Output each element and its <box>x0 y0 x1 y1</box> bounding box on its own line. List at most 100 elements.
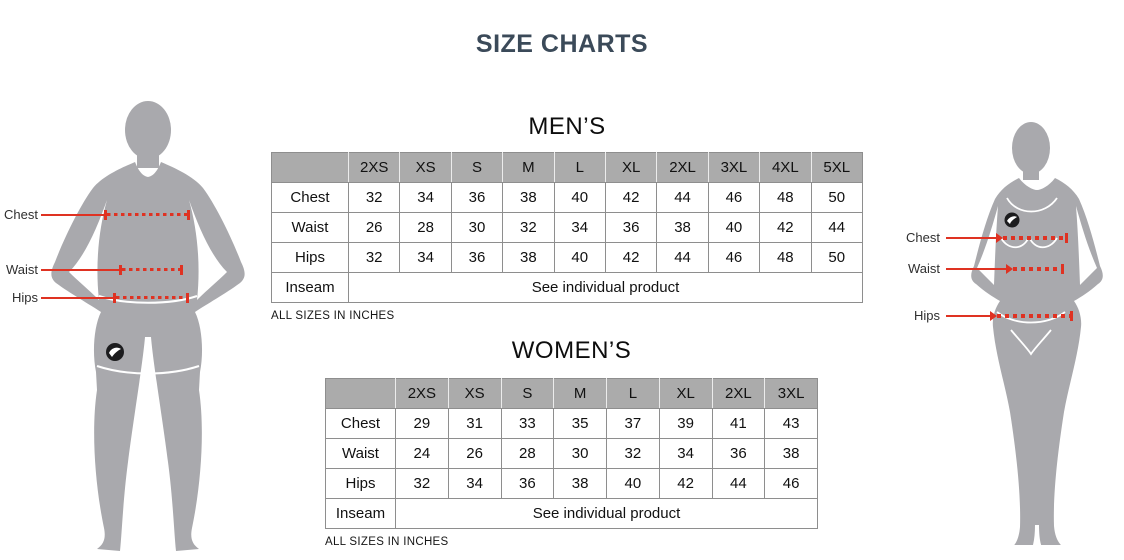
size-value-cell: 36 <box>604 212 658 243</box>
womens-units-note: ALL SIZES IN INCHES <box>325 536 449 548</box>
size-value-cell: 38 <box>656 212 709 243</box>
table-row: Waist 24 26 28 30 32 34 36 38 <box>325 438 818 469</box>
measure-tick <box>113 292 116 303</box>
size-column-header: M <box>553 378 607 409</box>
measure-line <box>946 267 1006 270</box>
brand-logo-icon <box>106 343 124 361</box>
size-value-cell: 40 <box>553 242 606 273</box>
measure-dotted-line <box>107 213 187 216</box>
row-label: Hips <box>325 468 396 499</box>
female-hips-label: Hips <box>913 308 940 323</box>
size-column-header: S <box>450 152 503 183</box>
female-figure <box>965 120 1110 545</box>
size-column-header: 2XL <box>711 378 765 409</box>
size-column-header: 3XL <box>764 378 818 409</box>
row-label: Waist <box>325 438 396 469</box>
size-value-cell: 26 <box>347 212 401 243</box>
size-column-header: XS <box>447 378 501 409</box>
table-row: Waist 26 28 30 32 34 36 38 40 42 44 <box>271 212 864 243</box>
female-chest-measure: Chest <box>903 230 1068 245</box>
male-hips-measure: Hips <box>2 290 189 305</box>
size-value-cell: 34 <box>553 212 606 243</box>
size-value-cell: 39 <box>658 408 713 439</box>
size-column-header: 4XL <box>759 152 812 183</box>
size-value-cell: 37 <box>606 408 660 439</box>
size-value-cell: 32 <box>502 212 555 243</box>
size-value-cell: 32 <box>347 242 401 273</box>
size-value-cell: 35 <box>553 408 607 439</box>
size-value-cell: 36 <box>450 242 504 273</box>
spanning-value-cell: See individual product <box>348 272 863 303</box>
size-value-cell: 28 <box>500 438 555 469</box>
size-value-cell: 50 <box>810 182 864 213</box>
size-value-cell: 28 <box>399 212 452 243</box>
size-value-cell: 34 <box>399 242 452 273</box>
table-row: Hips 32 34 36 38 40 42 44 46 <box>325 468 818 499</box>
table-row: Inseam See individual product <box>325 498 818 529</box>
size-column-header: XL <box>658 378 712 409</box>
size-value-cell: 36 <box>500 468 555 499</box>
page-title: SIZE CHARTS <box>475 30 649 58</box>
size-value-cell: 38 <box>764 438 818 469</box>
measure-tick <box>104 209 107 220</box>
measure-dotted-line <box>1013 266 1061 271</box>
size-value-cell: 33 <box>500 408 555 439</box>
mens-size-table: 2XS XS S M L XL 2XL 3XL 4XL 5XL Chest 32 34 36 38 40 42 4… <box>271 152 864 303</box>
mens-section: MEN’S 2XS XS S M L XL 2XL 3XL 4XL 5XL Chest 32 34 36 3… <box>271 112 864 322</box>
size-value-cell: 32 <box>395 468 449 499</box>
womens-size-table-container: 2XS XS S M L XL 2XL 3XL Chest 29 31 33 35 37 39 41 43 Wai… <box>325 378 818 529</box>
measure-tick <box>1070 310 1073 321</box>
measure-tick <box>187 209 190 220</box>
womens-section-title: WOMEN’S <box>511 337 632 364</box>
size-value-cell: 24 <box>395 438 449 469</box>
size-value-cell: 44 <box>711 468 766 499</box>
measure-tick <box>1065 232 1068 243</box>
measure-tick <box>1061 263 1064 274</box>
size-value-cell: 44 <box>810 212 864 243</box>
male-waist-label: Waist <box>5 262 38 277</box>
size-column-header: 2XL <box>656 152 709 183</box>
corner-header-cell <box>325 378 396 409</box>
size-value-cell: 44 <box>656 182 709 213</box>
female-hips-measure: Hips <box>903 308 1073 323</box>
female-waist-label: Waist <box>907 261 940 276</box>
size-column-header: S <box>500 378 554 409</box>
size-column-header: XL <box>604 152 657 183</box>
male-waist-measure: Waist <box>2 262 183 277</box>
size-value-cell: 40 <box>606 468 660 499</box>
mens-size-table-container: 2XS XS S M L XL 2XL 3XL 4XL 5XL Chest 32 34 36 38 40 42 4… <box>271 152 864 303</box>
size-column-header: 5XL <box>810 152 863 183</box>
mens-section-title: MEN’S <box>528 113 606 140</box>
measure-tick <box>180 264 183 275</box>
size-value-cell: 41 <box>711 408 766 439</box>
female-chest-label: Chest <box>906 230 940 245</box>
size-value-cell: 42 <box>604 242 658 273</box>
size-value-cell: 38 <box>553 468 607 499</box>
male-chest-label: Chest <box>4 207 38 222</box>
size-value-cell: 36 <box>450 182 504 213</box>
size-value-cell: 32 <box>606 438 660 469</box>
size-value-cell: 30 <box>553 438 607 469</box>
size-value-cell: 48 <box>759 182 812 213</box>
male-silhouette <box>51 101 245 551</box>
measure-tick <box>119 264 122 275</box>
male-chest-measure: Chest <box>2 207 190 222</box>
row-label: Chest <box>325 408 396 439</box>
size-value-cell: 42 <box>604 182 658 213</box>
table-row: Chest 32 34 36 38 40 42 44 46 48 50 <box>271 182 864 213</box>
size-value-cell: 50 <box>810 242 864 273</box>
size-value-cell: 31 <box>447 408 502 439</box>
size-value-cell: 32 <box>347 182 401 213</box>
female-silhouette <box>971 122 1103 545</box>
size-value-cell: 38 <box>502 242 555 273</box>
size-column-header: M <box>502 152 555 183</box>
size-value-cell: 46 <box>707 242 761 273</box>
size-column-header: 3XL <box>707 152 760 183</box>
row-label: Inseam <box>325 498 396 529</box>
measure-tick <box>186 292 189 303</box>
womens-size-table: 2XS XS S M L XL 2XL 3XL Chest 29 31 33 35 37 39 41 43 Wai… <box>325 378 818 529</box>
measure-line <box>41 268 119 271</box>
size-value-cell: 36 <box>711 438 766 469</box>
table-row: Chest 29 31 33 35 37 39 41 43 <box>325 408 818 439</box>
